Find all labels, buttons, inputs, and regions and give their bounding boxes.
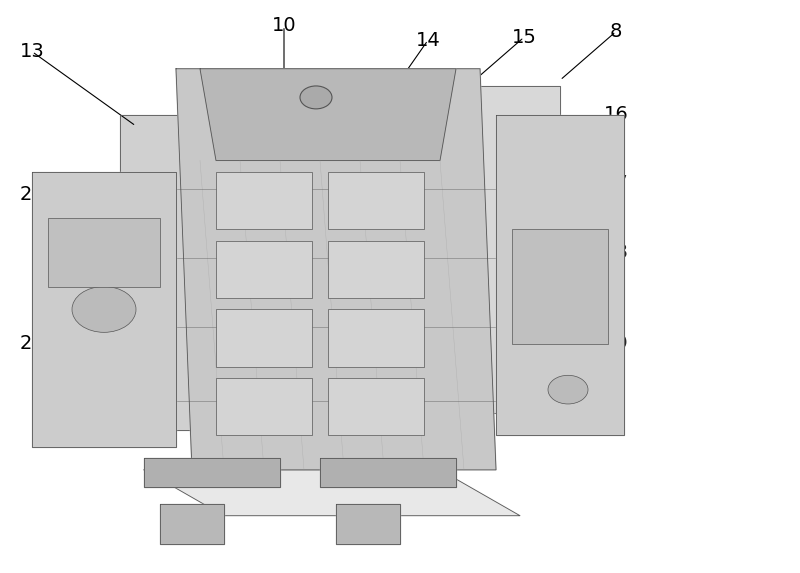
Text: 8: 8	[610, 22, 622, 41]
Polygon shape	[384, 86, 560, 413]
Text: 19: 19	[604, 334, 628, 354]
Polygon shape	[144, 458, 280, 487]
Bar	[512, 229, 608, 344]
Text: 21: 21	[20, 334, 44, 354]
Polygon shape	[336, 504, 400, 544]
Polygon shape	[144, 470, 520, 516]
Text: 14: 14	[416, 30, 440, 50]
Text: 13: 13	[20, 42, 44, 61]
Circle shape	[300, 86, 332, 109]
Bar	[216, 241, 312, 298]
Bar	[328, 241, 424, 298]
Circle shape	[548, 375, 588, 404]
Bar	[216, 309, 312, 367]
Bar	[328, 378, 424, 435]
Polygon shape	[120, 115, 280, 430]
Bar	[48, 218, 160, 286]
Bar	[216, 172, 312, 229]
Polygon shape	[176, 69, 496, 470]
Polygon shape	[160, 504, 224, 544]
Bar	[328, 172, 424, 229]
Text: 20: 20	[20, 185, 44, 205]
Bar	[216, 378, 312, 435]
Text: 15: 15	[511, 28, 537, 47]
Text: 16: 16	[604, 105, 628, 124]
Circle shape	[72, 286, 136, 332]
Text: 17: 17	[604, 174, 628, 193]
Polygon shape	[496, 115, 624, 435]
Polygon shape	[320, 458, 456, 487]
Polygon shape	[32, 172, 176, 447]
Text: 18: 18	[604, 242, 628, 262]
Text: 10: 10	[272, 16, 296, 36]
Bar	[328, 309, 424, 367]
Polygon shape	[200, 69, 456, 160]
